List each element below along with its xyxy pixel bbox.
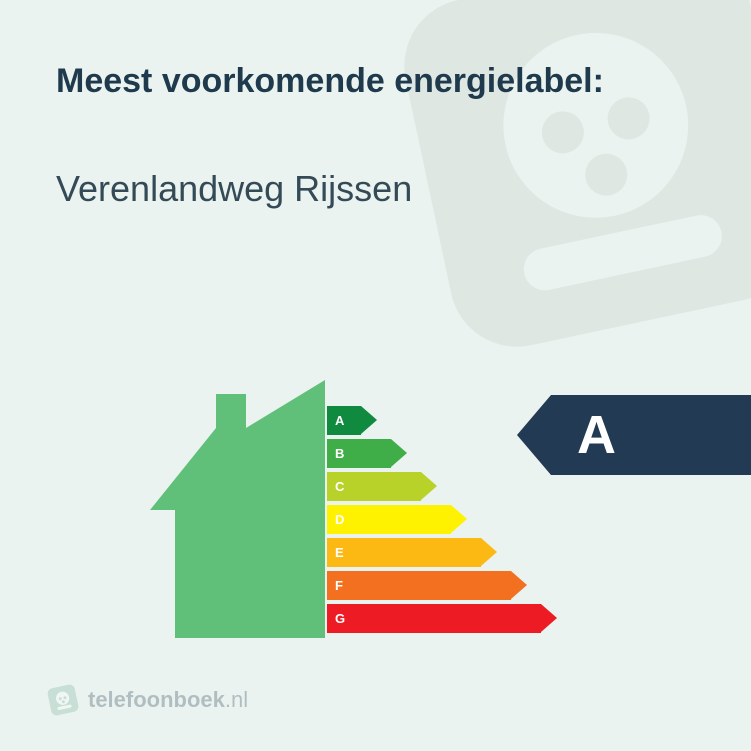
energy-bar-label: F xyxy=(335,571,343,600)
energy-bar-g: G xyxy=(327,604,557,633)
energy-bar-f: F xyxy=(327,571,557,600)
energy-bar-label: D xyxy=(335,505,344,534)
footer-brand: telefoonboek.nl xyxy=(48,685,248,715)
brand-name-bold: telefoonboek xyxy=(88,687,225,712)
house-icon xyxy=(150,380,325,638)
energy-bar-label: C xyxy=(335,472,344,501)
energy-bar-c: C xyxy=(327,472,557,501)
brand-icon xyxy=(45,682,81,718)
brand-name-light: .nl xyxy=(225,687,248,712)
energy-bar-d: D xyxy=(327,505,557,534)
energy-bar-label: G xyxy=(335,604,345,633)
location-subtitle: Verenlandweg Rijssen xyxy=(56,168,412,210)
energy-bar-label: E xyxy=(335,538,344,567)
page-title: Meest voorkomende energielabel: xyxy=(56,62,604,101)
rating-letter: A xyxy=(577,404,616,466)
rating-badge: A xyxy=(517,395,751,475)
energy-bar-e: E xyxy=(327,538,557,567)
energy-bar-label: B xyxy=(335,439,344,468)
energy-bar-label: A xyxy=(335,406,344,435)
energy-label-chart: ABCDEFG xyxy=(150,380,570,640)
